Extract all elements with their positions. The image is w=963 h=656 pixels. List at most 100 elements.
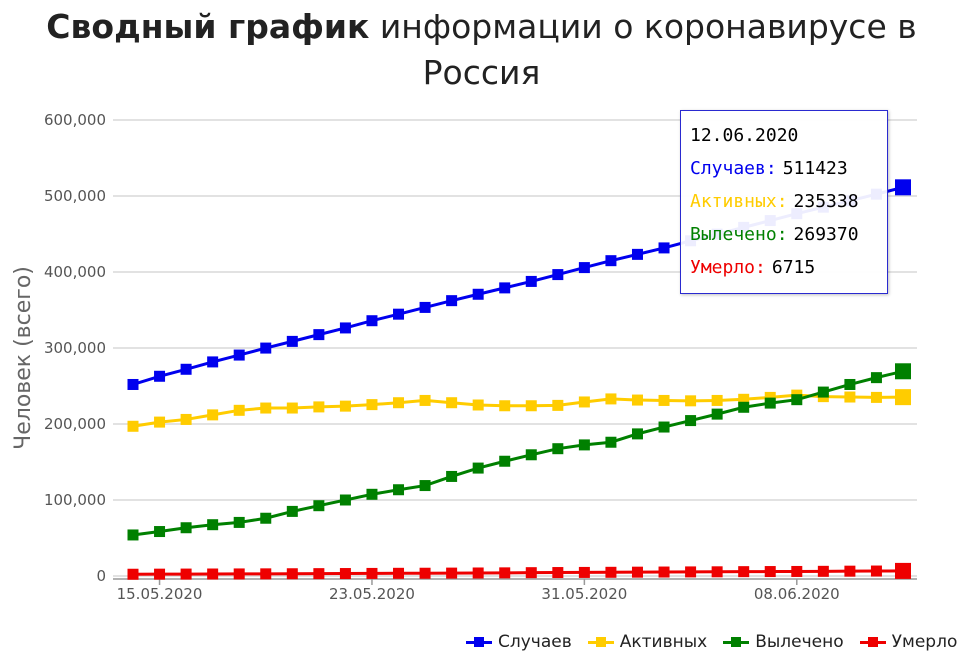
data-point[interactable] — [499, 400, 511, 412]
data-point[interactable] — [446, 470, 458, 482]
data-point[interactable] — [578, 439, 590, 451]
data-point[interactable] — [578, 396, 590, 408]
data-point[interactable] — [870, 372, 882, 384]
data-point[interactable] — [895, 363, 911, 380]
data-point[interactable] — [446, 567, 458, 579]
data-point[interactable] — [658, 421, 670, 433]
data-point[interactable] — [127, 529, 139, 541]
data-point[interactable] — [552, 269, 564, 281]
legend-item[interactable]: Случаев — [466, 632, 572, 652]
data-point[interactable] — [154, 568, 166, 580]
data-point[interactable] — [233, 568, 245, 580]
data-point[interactable] — [631, 248, 643, 260]
data-point[interactable] — [286, 402, 298, 414]
data-point[interactable] — [366, 399, 378, 411]
data-point[interactable] — [446, 295, 458, 307]
data-point[interactable] — [472, 462, 484, 474]
data-point[interactable] — [870, 565, 882, 577]
data-point[interactable] — [605, 255, 617, 267]
data-point[interactable] — [711, 566, 723, 578]
data-point[interactable] — [472, 288, 484, 300]
data-point[interactable] — [339, 494, 351, 506]
data-point[interactable] — [499, 455, 511, 467]
data-point[interactable] — [895, 389, 911, 406]
data-point[interactable] — [738, 393, 750, 405]
data-point[interactable] — [154, 370, 166, 382]
data-point[interactable] — [631, 394, 643, 406]
data-point[interactable] — [764, 391, 776, 403]
data-point[interactable] — [764, 397, 776, 409]
data-point[interactable] — [419, 394, 431, 406]
data-point[interactable] — [393, 484, 405, 496]
legend-item[interactable]: Активных — [587, 632, 707, 652]
data-point[interactable] — [339, 568, 351, 580]
legend-item[interactable]: Вылечено — [723, 632, 844, 652]
data-point[interactable] — [233, 349, 245, 361]
data-point[interactable] — [127, 568, 139, 580]
data-point[interactable] — [552, 399, 564, 411]
data-point[interactable] — [180, 522, 192, 534]
data-point[interactable] — [817, 386, 829, 398]
data-point[interactable] — [393, 567, 405, 579]
data-point[interactable] — [207, 409, 219, 421]
data-point[interactable] — [605, 566, 617, 578]
data-point[interactable] — [313, 568, 325, 580]
data-point[interactable] — [895, 179, 911, 196]
data-point[interactable] — [313, 401, 325, 413]
data-point[interactable] — [339, 400, 351, 412]
data-point[interactable] — [472, 567, 484, 579]
data-point[interactable] — [366, 488, 378, 500]
data-point[interactable] — [578, 566, 590, 578]
data-point[interactable] — [419, 567, 431, 579]
data-point[interactable] — [180, 363, 192, 375]
data-point[interactable] — [286, 505, 298, 517]
data-point[interactable] — [366, 567, 378, 579]
data-point[interactable] — [578, 262, 590, 274]
data-point[interactable] — [738, 566, 750, 578]
data-point[interactable] — [207, 568, 219, 580]
data-point[interactable] — [260, 402, 272, 414]
data-point[interactable] — [207, 356, 219, 368]
data-point[interactable] — [817, 565, 829, 577]
data-point[interactable] — [844, 378, 856, 390]
data-point[interactable] — [631, 428, 643, 440]
data-point[interactable] — [313, 329, 325, 341]
data-point[interactable] — [525, 400, 537, 412]
data-point[interactable] — [286, 568, 298, 580]
data-point[interactable] — [791, 565, 803, 577]
data-point[interactable] — [339, 322, 351, 334]
data-point[interactable] — [552, 443, 564, 455]
data-point[interactable] — [313, 500, 325, 512]
data-point[interactable] — [685, 566, 697, 578]
data-point[interactable] — [499, 282, 511, 294]
data-point[interactable] — [260, 342, 272, 354]
data-point[interactable] — [738, 401, 750, 413]
data-point[interactable] — [605, 436, 617, 448]
data-point[interactable] — [870, 391, 882, 403]
data-point[interactable] — [393, 308, 405, 320]
data-point[interactable] — [154, 526, 166, 538]
data-point[interactable] — [499, 567, 511, 579]
data-point[interactable] — [180, 568, 192, 580]
data-point[interactable] — [844, 565, 856, 577]
data-point[interactable] — [711, 394, 723, 406]
data-point[interactable] — [127, 420, 139, 432]
data-point[interactable] — [127, 378, 139, 390]
data-point[interactable] — [260, 512, 272, 524]
data-point[interactable] — [393, 397, 405, 409]
data-point[interactable] — [685, 395, 697, 407]
data-point[interactable] — [260, 568, 272, 580]
data-point[interactable] — [658, 566, 670, 578]
data-point[interactable] — [154, 416, 166, 428]
data-point[interactable] — [286, 335, 298, 347]
data-point[interactable] — [895, 562, 911, 579]
data-point[interactable] — [180, 413, 192, 425]
data-point[interactable] — [764, 566, 776, 578]
data-point[interactable] — [233, 516, 245, 528]
data-point[interactable] — [472, 399, 484, 411]
data-point[interactable] — [791, 394, 803, 406]
data-point[interactable] — [525, 449, 537, 461]
data-point[interactable] — [446, 397, 458, 409]
data-point[interactable] — [685, 415, 697, 427]
data-point[interactable] — [552, 567, 564, 579]
